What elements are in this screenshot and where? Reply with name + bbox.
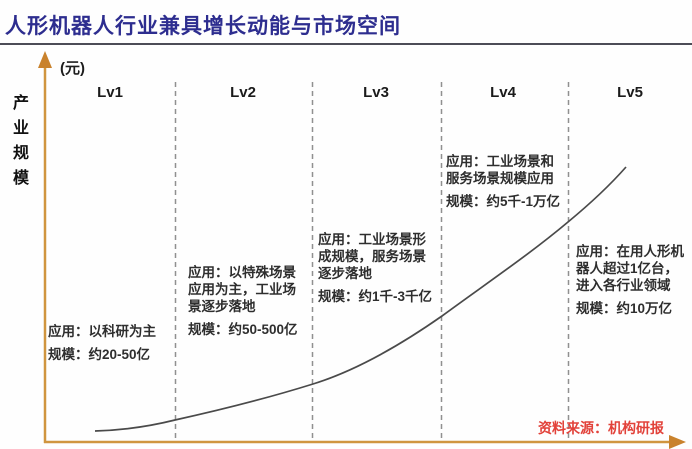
stage-annotation-lv2: 应用：以特殊场景 应用为主，工业场 景逐步落地 规模：约50-500亿	[188, 264, 312, 338]
y-axis-unit: (元)	[60, 60, 85, 77]
data-source-note: 资料来源：机构研报	[538, 420, 664, 436]
x-axis-arrow-icon	[669, 435, 686, 449]
level-label-lv5: Lv5	[617, 84, 643, 101]
stage-scale-text: 规模：约50-500亿	[188, 322, 298, 337]
stage-application-text: 应用：工业场景和 服务场景规模应用	[446, 154, 554, 186]
stage-annotation-lv4: 应用：工业场景和 服务场景规模应用 规模：约5千-1万亿	[446, 153, 574, 210]
stage-scale-text: 规模：约10万亿	[576, 301, 673, 316]
stage-application-text: 应用：以特殊场景 应用为主，工业场 景逐步落地	[188, 265, 296, 314]
stage-annotation-lv3: 应用：工业场景形 成规模，服务场景 逐步落地 规模：约1千-3千亿	[318, 231, 444, 305]
y-axis-arrow-icon	[38, 51, 52, 68]
stage-annotation-lv1: 应用：以科研为主 规模：约20-50亿	[48, 323, 176, 363]
stage-scale-text: 规模：约5千-1万亿	[446, 194, 561, 209]
level-label-lv1: Lv1	[97, 84, 123, 101]
stage-scale-text: 规模：约1千-3千亿	[318, 289, 433, 304]
stage-application-text: 应用：在用人形机 器人超过1亿台， 进入各行业领域	[576, 244, 684, 293]
stage-application-text: 应用：以科研为主	[48, 324, 156, 339]
level-label-lv4: Lv4	[490, 84, 516, 101]
title-underline	[0, 43, 692, 45]
level-label-lv2: Lv2	[230, 84, 256, 101]
stage-annotation-lv5: 应用：在用人形机 器人超过1亿台， 进入各行业领域 规模：约10万亿	[576, 243, 690, 317]
page-title: 人形机器人行业兼具增长动能与市场空间	[5, 15, 401, 38]
stage-scale-text: 规模：约20-50亿	[48, 347, 151, 362]
y-axis-title: 产业规模	[10, 94, 27, 194]
level-label-lv3: Lv3	[363, 84, 389, 101]
stage-application-text: 应用：工业场景形 成规模，服务场景 逐步落地	[318, 232, 426, 281]
